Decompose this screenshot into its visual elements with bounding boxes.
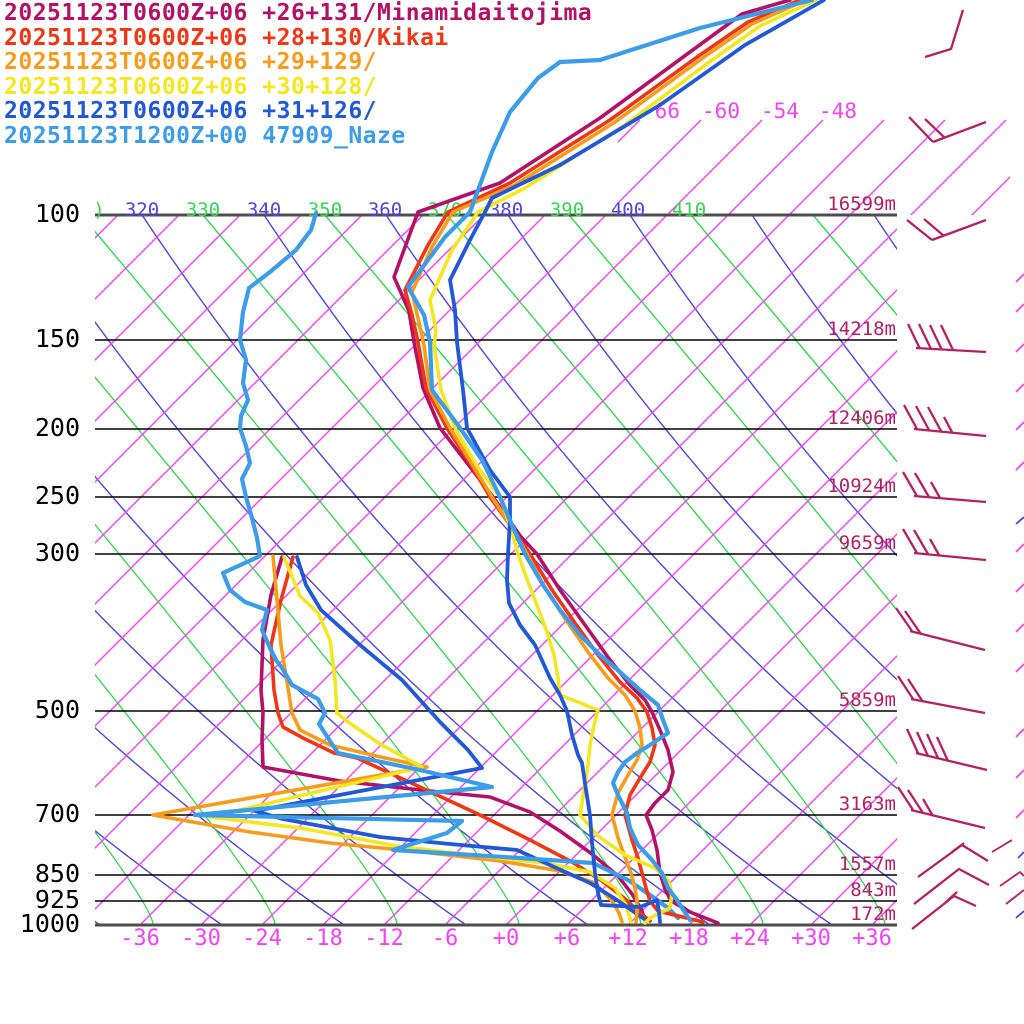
- header-line-5: 20251123T0600Z+06 +31+126/: [4, 98, 378, 125]
- temp-label--12: -12: [364, 926, 404, 951]
- header-line-4: 20251123T0600Z+06 +30+128/: [4, 73, 378, 100]
- height-label-100: 16599m: [827, 193, 896, 215]
- sounding-header: 20251123T0600Z+06 +26+131/Minamidaitojim…: [4, 1, 592, 149]
- theta-label-390: 390: [550, 199, 584, 221]
- height-label-200: 12406m: [827, 407, 896, 429]
- temp-label-+30: +30: [791, 926, 831, 951]
- dewpoint-trace-point31: [253, 555, 649, 923]
- temp-label-+0: +0: [493, 926, 520, 951]
- sounding-traces: [151, 0, 826, 925]
- theta-label-400: 400: [611, 199, 645, 221]
- wind-barbs: [895, 9, 990, 930]
- height-label-1000: 172m: [850, 903, 896, 925]
- pressure-label-300: 300: [35, 538, 80, 567]
- temp-label--24: -24: [242, 926, 282, 951]
- theta-label-320: 320: [125, 199, 159, 221]
- pressure-label-1000: 1000: [20, 909, 80, 938]
- theta-label-330: 330: [186, 199, 220, 221]
- header-line-1: 20251123T0600Z+06 +26+131/Minamidaitojim…: [4, 0, 593, 26]
- height-label-150: 14218m: [827, 318, 896, 340]
- header-line-2: 20251123T0600Z+06 +28+130/Kikai: [4, 24, 449, 51]
- upper-temp-label--54: -54: [761, 99, 799, 123]
- temp-label--30: -30: [181, 926, 221, 951]
- pressure-label-500: 500: [35, 695, 80, 724]
- upper-temp-label--48: -48: [819, 99, 857, 123]
- temperature-trace-naze: [405, 0, 815, 923]
- dewpoint-trace-naze: [192, 210, 681, 921]
- pressure-label-100: 100: [35, 199, 80, 228]
- theta-label-410: 410: [672, 199, 706, 221]
- temperature-trace-minamidaitojima: [392, 0, 792, 925]
- header-line-6: 20251123T1200Z+00 47909_Naze: [4, 122, 406, 149]
- dry-adiabat-grid: [95, 215, 897, 925]
- height-label-300: 9659m: [839, 532, 896, 554]
- pressure-label-200: 200: [35, 413, 80, 442]
- temp-label-+12: +12: [608, 926, 648, 951]
- height-label-500: 5859m: [839, 689, 896, 711]
- temp-label--6: -6: [432, 926, 459, 951]
- temp-label-+36: +36: [852, 926, 892, 951]
- theta-label-340: 340: [247, 199, 281, 221]
- pressure-label-925: 925: [35, 885, 80, 914]
- height-label-925: 843m: [850, 879, 896, 901]
- temp-label-+18: +18: [669, 926, 709, 951]
- header-line-3: 20251123T0600Z+06 +29+129/: [4, 49, 378, 76]
- temperature-trace-point30: [428, 0, 818, 925]
- pressure-label-250: 250: [35, 481, 80, 510]
- temp-label-+24: +24: [730, 926, 770, 951]
- temperature-trace-point31: [448, 0, 826, 924]
- pressure-label-700: 700: [35, 799, 80, 828]
- height-label-250: 10924m: [827, 475, 896, 497]
- height-label-700: 3163m: [839, 793, 896, 815]
- temp-label-+6: +6: [554, 926, 581, 951]
- theta-label-380: 380: [489, 199, 523, 221]
- height-label-850: 1557m: [839, 853, 896, 875]
- pressure-label-150: 150: [35, 324, 80, 353]
- right-edge-fragments: [991, 273, 1024, 919]
- upper-temp-label--60: -60: [702, 99, 740, 123]
- temperature-trace-kikai: [403, 0, 802, 924]
- temp-label--18: -18: [303, 926, 343, 951]
- temp-label--36: -36: [120, 926, 160, 951]
- theta-label-): ): [93, 199, 104, 221]
- theta-label-360: 360: [368, 199, 402, 221]
- pressure-label-850: 850: [35, 859, 80, 888]
- pressure-lines: [95, 213, 897, 927]
